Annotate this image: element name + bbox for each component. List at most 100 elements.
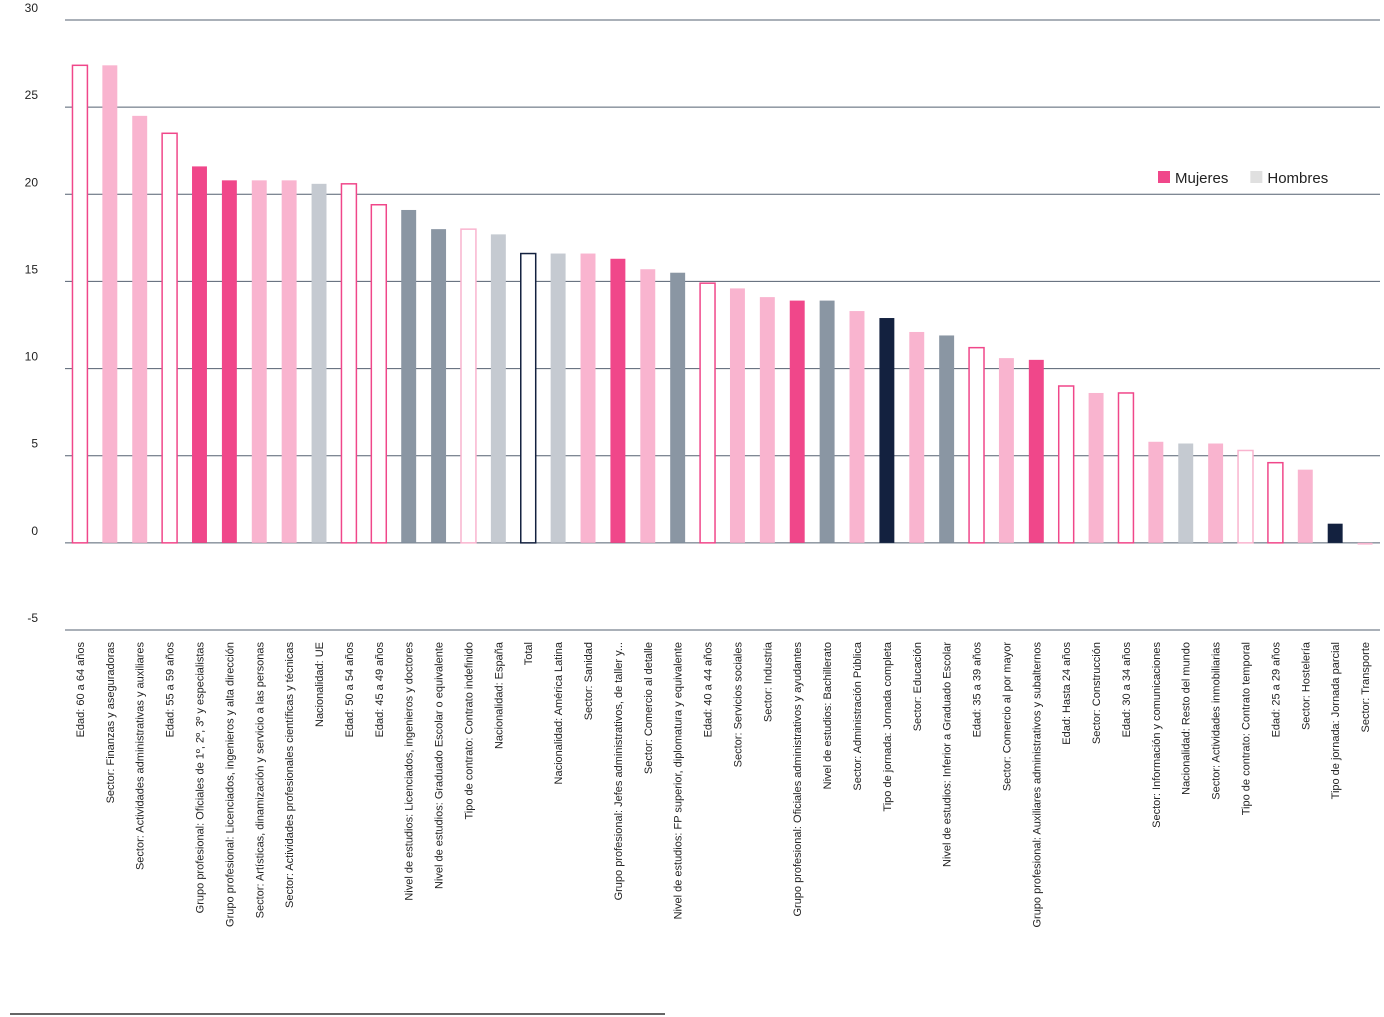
x-tick-label: Sector: Hostelería bbox=[1300, 641, 1312, 730]
x-tick-label: Sector: Construcción bbox=[1091, 642, 1103, 744]
bar bbox=[1267, 461, 1284, 544]
bar bbox=[71, 64, 89, 544]
x-tick-label: Sector: Administración Pública bbox=[852, 641, 864, 790]
bar bbox=[1148, 441, 1164, 543]
x-tick-label: Grupo profesional: Oficiales administrat… bbox=[792, 642, 804, 917]
bar bbox=[759, 297, 775, 543]
x-tick-label: Sector: Artísticas, dinamización y servi… bbox=[254, 642, 266, 919]
x-tick-label: Sector: Educación bbox=[912, 642, 924, 731]
x-tick-label: Edad: 35 a 39 años bbox=[972, 642, 984, 738]
y-tick-label: 15 bbox=[25, 262, 39, 276]
x-tick-label: Tipo de contrato: Contrato indefinido bbox=[463, 642, 475, 820]
x-tick-label: Nacionalidad: España bbox=[493, 641, 505, 749]
x-tick-label: Edad: 25 a 29 años bbox=[1270, 642, 1282, 738]
x-tick-label: Nacionalidad: UE bbox=[314, 642, 326, 727]
x-tick-label: Sector: Finanzas y aseguradoras bbox=[105, 642, 117, 804]
bar bbox=[1028, 359, 1044, 543]
bar bbox=[1237, 449, 1254, 544]
x-tick-label: Tipo de jornada: Jornada parcial bbox=[1330, 642, 1342, 799]
bar bbox=[1057, 385, 1075, 544]
x-tick-label: Nacionalidad: América Latina bbox=[553, 641, 565, 784]
bar bbox=[699, 282, 716, 544]
bar bbox=[670, 272, 686, 543]
bar bbox=[1297, 469, 1313, 543]
x-tick-label: Sector: Actividades inmobiliarias bbox=[1211, 642, 1223, 800]
bar bbox=[431, 229, 447, 543]
bar bbox=[1208, 443, 1224, 543]
x-tick-label: Sector: Información y comunicaciones bbox=[1151, 642, 1163, 828]
x-tick-label: Sector: Actividades administrativas y au… bbox=[135, 642, 147, 871]
bar bbox=[192, 166, 207, 543]
x-tick-label: Tipo de contrato: Contrato temporal bbox=[1241, 642, 1253, 815]
bar bbox=[789, 300, 805, 543]
x-tick-label: Nacionalidad: Resto del mundo bbox=[1181, 642, 1193, 795]
x-tick-label: Grupo profesional: Jefes administrativos… bbox=[613, 642, 625, 900]
bar bbox=[879, 318, 895, 543]
bar bbox=[401, 209, 417, 543]
x-tick-label: Grupo profesional: Auxiliares administra… bbox=[1031, 642, 1043, 928]
x-tick-label: Edad: 50 a 54 años bbox=[344, 642, 356, 738]
bar bbox=[281, 180, 297, 543]
x-tick-label: Nivel de estudios: Licenciados, ingenier… bbox=[404, 642, 416, 901]
bar bbox=[370, 203, 388, 544]
bar bbox=[968, 346, 985, 544]
bar bbox=[1327, 523, 1343, 543]
y-tick-label: 25 bbox=[25, 88, 39, 102]
y-tick-label: 10 bbox=[25, 350, 39, 364]
bar bbox=[1178, 443, 1194, 543]
x-tick-label: Sector: Industria bbox=[762, 641, 774, 722]
x-tick-label: Sector: Actividades profesionales cientí… bbox=[284, 642, 296, 908]
bar bbox=[520, 252, 537, 544]
bar bbox=[311, 183, 327, 543]
bar bbox=[729, 288, 745, 543]
legend-label: Mujeres bbox=[1175, 170, 1228, 187]
bar bbox=[849, 311, 865, 543]
x-tick-label: Edad: 45 a 49 años bbox=[374, 642, 386, 738]
bar bbox=[460, 228, 477, 544]
x-tick-label: Sector: Transporte bbox=[1360, 642, 1372, 733]
x-tick-label: Nivel de estudios: Bachillerato bbox=[822, 642, 834, 789]
bar bbox=[221, 180, 237, 543]
bar bbox=[490, 234, 506, 543]
bar bbox=[132, 115, 148, 543]
legend-swatch bbox=[1158, 171, 1170, 183]
bar bbox=[550, 253, 566, 543]
bar bbox=[340, 183, 358, 544]
x-tick-label: Nivel de estudios: FP superior, diplomat… bbox=[673, 642, 685, 919]
x-tick-label: Nivel de estudios: Inferior a Graduado E… bbox=[942, 642, 954, 867]
y-tick-label: 5 bbox=[31, 437, 38, 451]
bar bbox=[640, 269, 656, 543]
bar bbox=[1088, 392, 1104, 543]
y-tick-label: 30 bbox=[25, 1, 39, 15]
y-tick-label: 20 bbox=[25, 175, 39, 189]
bar bbox=[102, 65, 118, 543]
y-tick-label: -5 bbox=[27, 611, 38, 625]
x-tick-label: Edad: Hasta 24 años bbox=[1061, 642, 1073, 745]
x-tick-label: Edad: 40 a 44 años bbox=[703, 642, 715, 738]
x-tick-label: Edad: 55 a 59 años bbox=[165, 642, 177, 738]
bar bbox=[939, 335, 955, 543]
bar bbox=[580, 253, 596, 543]
x-tick-label: Sector: Servicios sociales bbox=[732, 642, 744, 768]
x-tick-label: Edad: 30 a 34 años bbox=[1121, 642, 1133, 738]
x-tick-label: Nivel de estudios: Graduado Escolar o eq… bbox=[434, 642, 446, 889]
x-tick-label: Edad: 60 a 64 años bbox=[75, 642, 87, 738]
x-tick-label: Sector: Comercio al por mayor bbox=[1001, 642, 1013, 791]
x-tick-label: Grupo profesional: Oficiales de 1º, 2º, … bbox=[194, 642, 206, 914]
y-tick-label: 0 bbox=[31, 524, 38, 538]
bar bbox=[1117, 392, 1135, 544]
bar bbox=[909, 331, 925, 543]
x-tick-label: Sector: Comercio al detalle bbox=[643, 642, 655, 774]
legend-swatch bbox=[1250, 171, 1263, 183]
bar bbox=[161, 132, 178, 544]
bar bbox=[1357, 542, 1373, 545]
x-tick-label: Total bbox=[523, 642, 535, 665]
bar bbox=[819, 300, 835, 543]
bar bbox=[998, 358, 1014, 543]
x-tick-label: Tipo de jornada: Jornada completa bbox=[882, 641, 894, 811]
legend-label: Hombres bbox=[1267, 170, 1328, 187]
x-tick-label: Grupo profesional: Licenciados, ingenier… bbox=[224, 642, 236, 927]
x-tick-label: Sector: Sanidad bbox=[583, 642, 595, 720]
bar bbox=[251, 180, 267, 543]
